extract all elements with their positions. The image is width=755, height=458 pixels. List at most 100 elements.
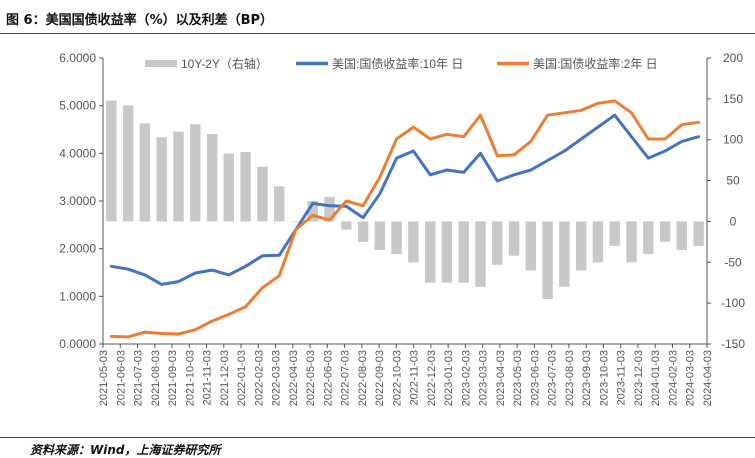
x-axis-tick-label: 2024-04-03 — [702, 350, 714, 406]
spread-bar — [123, 105, 134, 222]
x-axis-tick-label: 2023-03-03 — [478, 350, 490, 406]
x-axis-tick-label: 2022-12-03 — [426, 350, 438, 406]
x-axis-tick-label: 2021-09-03 — [167, 350, 179, 406]
x-axis-tick-label: 2021-12-03 — [219, 350, 231, 406]
figure-header: 图 6：美国国债收益率（%）以及利差（BP） — [0, 0, 755, 34]
x-axis-tick-label: 2023-09-03 — [581, 350, 593, 406]
x-axis: 2021-05-03 2021-06-03 2021-07-03 2021-08-03… — [98, 343, 714, 406]
x-axis-tick-label: 2022-11-03 — [409, 350, 421, 405]
x-axis-tick-label: 2023-10-03 — [598, 350, 610, 406]
line-layer — [109, 99, 701, 339]
left-axis-tick-label: 4.0000 — [59, 146, 96, 160]
yield-chart: 0.0000 1.0000 2.0000 3.0000 4.0000 5.0000 6.00… — [59, 51, 745, 406]
source-note: 资料来源：Wind，上海证券研究所 — [30, 443, 221, 457]
x-axis-tick-label: 2024-01-03 — [650, 350, 662, 406]
spread-bars — [106, 100, 704, 299]
x-axis-tick-label: 2023-06-03 — [529, 350, 541, 406]
right-axis: -150 -100 -50 0 50 100 150 200 — [706, 51, 745, 351]
spread-bar — [508, 221, 520, 256]
legend-2y-label: 美国:国债收益率:2年 日 — [533, 56, 658, 71]
spread-bar — [592, 221, 604, 263]
x-axis-tick-label: 2022-04-03 — [288, 350, 300, 406]
spread-bar — [643, 221, 654, 255]
legend: 10Y-2Y（右轴） 美国:国债收益率:10年 日 美国:国债收益率:2年 日 — [145, 56, 658, 71]
x-axis-tick-label: 2022-07-03 — [340, 350, 352, 406]
x-axis-tick-label: 2022-05-03 — [305, 350, 317, 406]
x-axis-tick-label: 2023-05-03 — [512, 350, 524, 406]
left-axis-tick-label: 2.0000 — [59, 242, 96, 256]
right-axis-tick-label: -50 — [724, 255, 742, 269]
spread-bar — [525, 221, 536, 271]
left-axis-tick-label: 1.0000 — [59, 289, 96, 303]
right-axis-tick-label: 150 — [723, 92, 743, 106]
left-axis-tick-label: 0.0000 — [59, 337, 96, 351]
x-axis-tick-label: 2023-01-03 — [443, 350, 455, 406]
spread-bar — [576, 221, 587, 271]
left-axis-tick-label: 3.0000 — [59, 194, 96, 208]
right-axis-tick-label: 200 — [723, 51, 743, 65]
spread-bar — [206, 134, 218, 222]
legend-spread-swatch — [145, 60, 177, 67]
top-rule — [0, 33, 755, 34]
x-axis-tick-label: 2022-03-03 — [271, 350, 283, 406]
right-axis-tick-label: 50 — [726, 174, 740, 188]
x-axis-tick-label: 2022-10-03 — [391, 350, 403, 406]
spread-bar — [173, 131, 184, 222]
spread-bar — [357, 221, 369, 242]
spread-bar — [307, 201, 318, 222]
spread-bar — [290, 221, 302, 222]
legend-10y-label: 美国:国债收益率:10年 日 — [332, 56, 463, 71]
x-axis-tick-label: 2023-12-03 — [633, 350, 645, 406]
spread-bar — [475, 221, 486, 287]
right-axis-tick-label: 0 — [730, 214, 737, 228]
x-axis-tick-label: 2024-03-03 — [685, 350, 697, 406]
spread-bar — [676, 221, 687, 250]
left-axis-tick-label: 5.0000 — [59, 99, 96, 113]
spread-bar — [139, 123, 151, 222]
x-axis-tick-label: 2022-08-03 — [357, 350, 369, 406]
spread-bar — [693, 221, 704, 246]
spread-bar — [659, 221, 671, 242]
right-axis-tick-label: -150 — [721, 337, 745, 351]
spread-bar — [458, 221, 469, 283]
x-axis-tick-label: 2022-01-03 — [236, 350, 248, 406]
spread-bar — [391, 221, 402, 255]
legend-spread-label: 10Y-2Y（右轴） — [181, 56, 268, 71]
x-axis-tick-label: 2021-07-03 — [133, 350, 145, 406]
spread-bar — [341, 221, 352, 230]
x-axis-tick-label: 2023-07-03 — [547, 350, 559, 406]
x-axis-tick-label: 2021-06-03 — [115, 350, 127, 406]
x-axis-tick-label: 2021-10-03 — [184, 350, 196, 406]
x-axis-tick-label: 2023-02-03 — [460, 350, 472, 406]
spread-bar — [324, 196, 335, 222]
spread-bar — [492, 221, 503, 265]
spread-bar — [274, 186, 285, 222]
x-axis-tick-label: 2022-06-03 — [322, 350, 334, 406]
spread-bar — [240, 152, 251, 222]
x-axis-tick-label: 2021-08-03 — [150, 350, 162, 406]
spread-bar — [425, 221, 436, 283]
x-axis-tick-label: 2022-02-03 — [253, 350, 265, 406]
figure-title: 图 6：美国国债收益率（%）以及利差（BP） — [6, 13, 274, 28]
x-axis-tick-label: 2023-11-03 — [616, 350, 628, 405]
spread-bar — [626, 221, 637, 263]
spread-bar — [374, 221, 385, 250]
right-axis-tick-label: -100 — [721, 296, 745, 310]
spread-bar — [190, 124, 201, 222]
x-axis-tick-label: 2024-02-03 — [667, 350, 679, 406]
x-axis-tick-label: 2022-09-03 — [374, 350, 386, 406]
spread-bar — [609, 221, 620, 246]
spread-bar — [542, 221, 553, 299]
spread-bar — [559, 221, 570, 287]
spread-bar — [257, 166, 268, 222]
right-axis-tick-label: 100 — [723, 133, 743, 147]
x-axis-tick-label: 2021-11-03 — [202, 350, 214, 405]
spread-bar — [223, 153, 234, 222]
spread-bar — [441, 221, 453, 283]
x-axis-tick-label: 2023-04-03 — [495, 350, 507, 406]
bottom-rule — [0, 437, 755, 438]
yield-10y-line — [109, 113, 701, 286]
left-axis-tick-label: 6.0000 — [59, 51, 96, 65]
left-axis: 0.0000 1.0000 2.0000 3.0000 4.0000 5.0000 6.00… — [59, 51, 104, 351]
spread-bar — [156, 137, 167, 222]
